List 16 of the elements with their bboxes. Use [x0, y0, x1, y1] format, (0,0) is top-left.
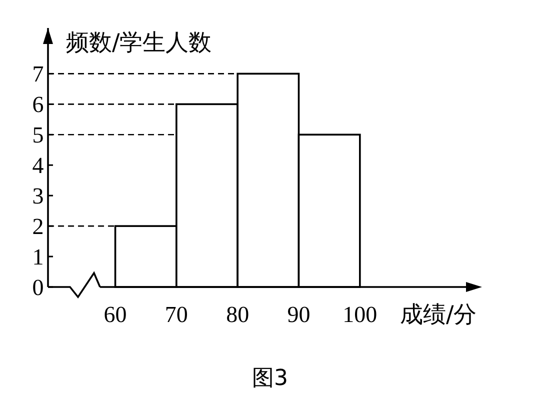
y-tick-label: 7	[32, 62, 44, 87]
x-tick-label: 100	[342, 302, 378, 327]
y-tick-label: 1	[32, 244, 44, 270]
y-tick-label: 2	[32, 214, 44, 240]
x-tick-label: 60	[104, 302, 127, 327]
x-tick-label: 90	[287, 302, 310, 327]
y-tick-label: 4	[32, 153, 44, 178]
y-tick-label: 3	[32, 184, 44, 209]
y-axis-title: 频数/学生人数	[66, 30, 212, 56]
y-tick-label: 0	[32, 275, 44, 300]
x-tick-label: 70	[164, 302, 188, 327]
x-tick-label: 80	[226, 302, 250, 327]
y-tick-label: 6	[32, 92, 44, 118]
x-axis-title: 成绩/分	[400, 302, 477, 328]
y-tick-label: 5	[32, 122, 44, 148]
caption: 图3	[252, 366, 288, 391]
